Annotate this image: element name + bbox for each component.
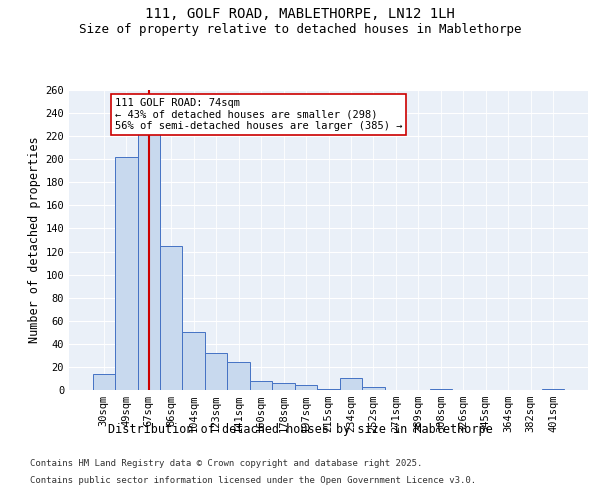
Text: Contains HM Land Registry data © Crown copyright and database right 2025.: Contains HM Land Registry data © Crown c… (30, 458, 422, 468)
Bar (115, 157, 137, 390)
Bar (317, 389, 340, 390)
Bar (160, 246, 182, 390)
Bar (250, 381, 272, 390)
Bar (430, 389, 452, 390)
Bar (137, 124, 160, 390)
Text: Distribution of detached houses by size in Mablethorpe: Distribution of detached houses by size … (107, 422, 493, 436)
Text: Contains public sector information licensed under the Open Government Licence v3: Contains public sector information licen… (30, 476, 476, 485)
Bar (182, 332, 205, 390)
Bar (205, 353, 227, 390)
Bar (92, 374, 115, 390)
Text: 111 GOLF ROAD: 74sqm
← 43% of detached houses are smaller (298)
56% of semi-deta: 111 GOLF ROAD: 74sqm ← 43% of detached h… (115, 98, 403, 132)
Bar (272, 383, 295, 390)
Bar (227, 362, 250, 390)
Text: Size of property relative to detached houses in Mablethorpe: Size of property relative to detached ho… (79, 22, 521, 36)
Bar (295, 386, 317, 390)
Bar (362, 386, 385, 390)
Bar (542, 389, 565, 390)
Text: 111, GOLF ROAD, MABLETHORPE, LN12 1LH: 111, GOLF ROAD, MABLETHORPE, LN12 1LH (145, 8, 455, 22)
Bar (340, 378, 362, 390)
Y-axis label: Number of detached properties: Number of detached properties (28, 136, 41, 344)
